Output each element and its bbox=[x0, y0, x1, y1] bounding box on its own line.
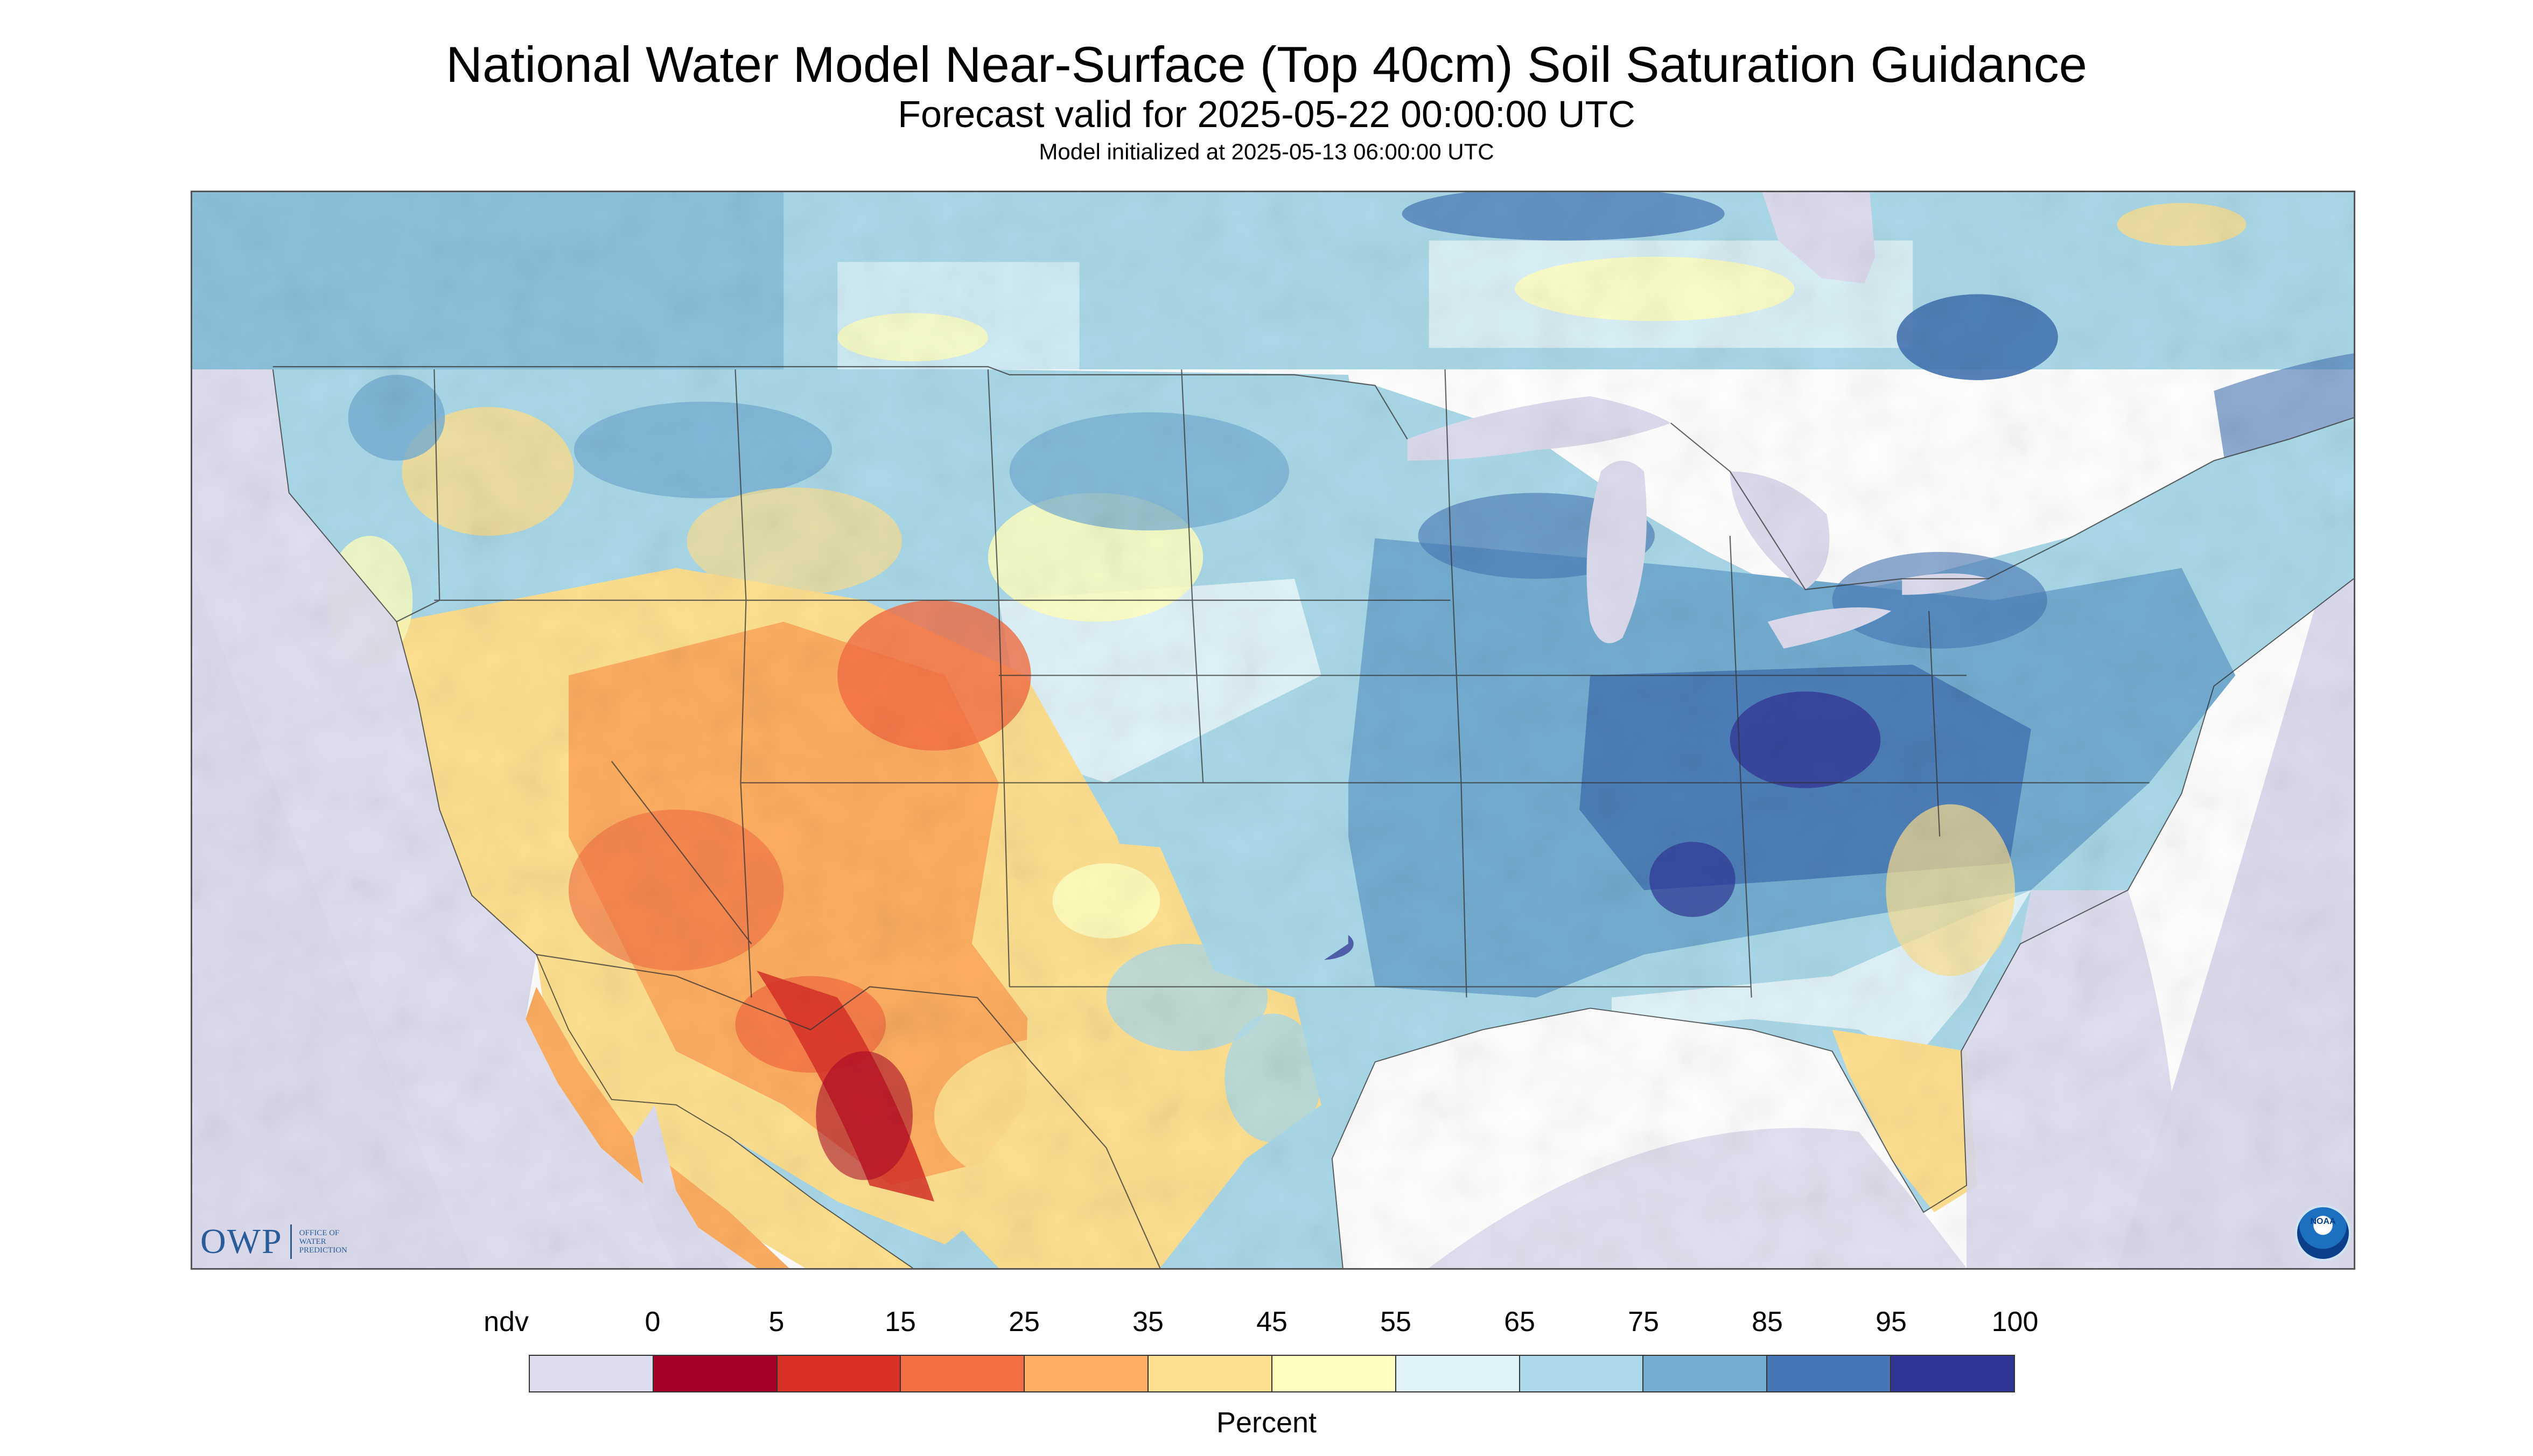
legend-label: 55 bbox=[1380, 1306, 1411, 1338]
legend-labels: ndv 0 5 15 25 35 45 55 65 75 85 95 100 bbox=[0, 1305, 2533, 1343]
legend-label: 5 bbox=[768, 1306, 785, 1338]
legend-label: 95 bbox=[1876, 1306, 1907, 1338]
owp-logo-text: OWP bbox=[200, 1222, 283, 1261]
owp-logo: OWP OFFICE OF WATER PREDICTION bbox=[200, 1221, 347, 1262]
legend-swatch bbox=[777, 1356, 901, 1391]
owp-subtext-line-2: WATER bbox=[299, 1237, 326, 1246]
legend-swatch bbox=[1025, 1356, 1149, 1391]
owp-subtext-line-1: OFFICE OF bbox=[299, 1229, 340, 1237]
soil-saturation-map bbox=[191, 191, 2355, 1270]
legend-swatch bbox=[1643, 1356, 1768, 1391]
legend-swatch bbox=[530, 1356, 654, 1391]
legend-unit: Percent bbox=[1216, 1406, 1317, 1439]
legend-swatch bbox=[1767, 1356, 1892, 1391]
model-init-time: Model initialized at 2025-05-13 06:00:00… bbox=[1039, 139, 1494, 164]
legend-label: 85 bbox=[1752, 1306, 1783, 1338]
map-title: National Water Model Near-Surface (Top 4… bbox=[446, 36, 2087, 93]
legend-label: 100 bbox=[1991, 1306, 2039, 1338]
legend-label: 25 bbox=[1009, 1306, 1040, 1338]
legend-label-ndv: ndv bbox=[484, 1306, 529, 1338]
noaa-logo: NOAA bbox=[2295, 1205, 2351, 1261]
legend-label: 15 bbox=[885, 1306, 916, 1338]
legend-swatch bbox=[1396, 1356, 1520, 1391]
owp-logo-subtext: OFFICE OF WATER PREDICTION bbox=[299, 1229, 347, 1255]
legend-label: 35 bbox=[1132, 1306, 1164, 1338]
noaa-logo-text: NOAA bbox=[2310, 1217, 2336, 1226]
legend-swatch bbox=[1272, 1356, 1396, 1391]
owp-subtext-line-3: PREDICTION bbox=[299, 1246, 347, 1255]
legend-swatch bbox=[1891, 1356, 2014, 1391]
legend-label: 65 bbox=[1504, 1306, 1535, 1338]
legend-swatch bbox=[653, 1356, 778, 1391]
legend-swatch bbox=[901, 1356, 1025, 1391]
color-legend bbox=[529, 1355, 2015, 1392]
legend-label: 75 bbox=[1628, 1306, 1659, 1338]
legend-swatch bbox=[1149, 1356, 1272, 1391]
coastline bbox=[272, 369, 2354, 1268]
legend-swatch bbox=[1520, 1356, 1644, 1391]
boundary-lines bbox=[272, 366, 2354, 1268]
legend-label: 45 bbox=[1256, 1306, 1288, 1338]
legend-label: 0 bbox=[645, 1306, 661, 1338]
map-canvas bbox=[192, 192, 2354, 1268]
owp-logo-divider bbox=[290, 1224, 292, 1259]
forecast-valid-time: Forecast valid for 2025-05-22 00:00:00 U… bbox=[898, 93, 1635, 135]
